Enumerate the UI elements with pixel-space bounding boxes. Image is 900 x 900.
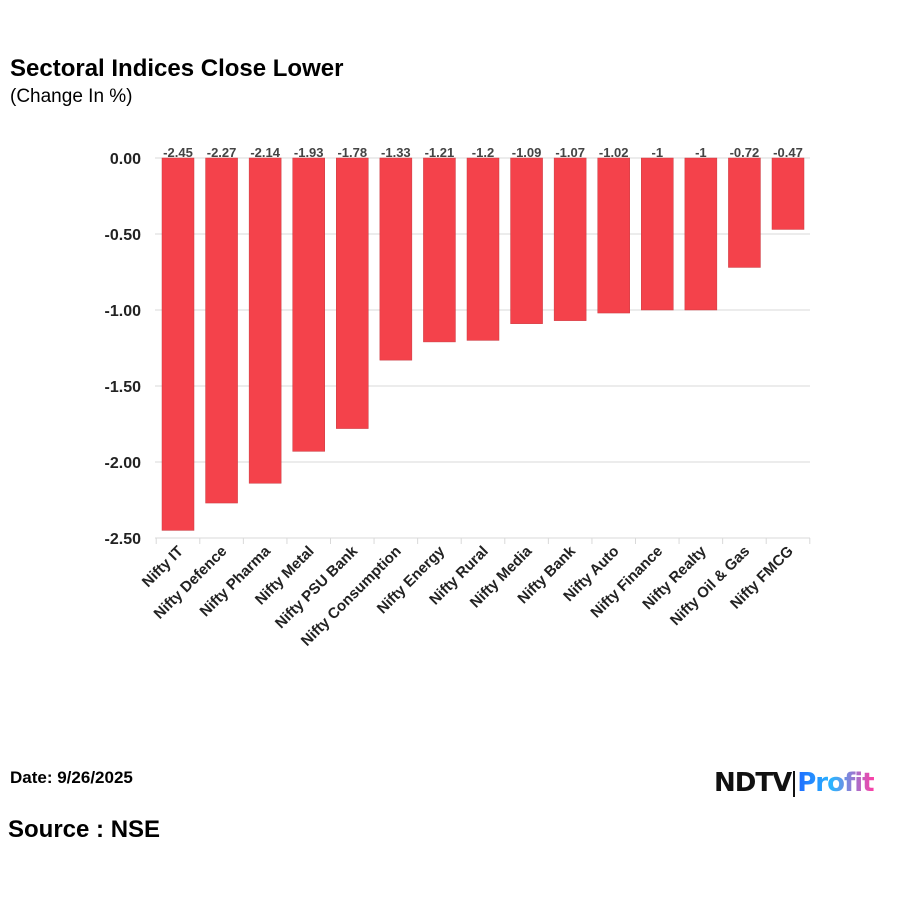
data-label: -1.09 bbox=[512, 145, 542, 160]
y-tick-label: -2.00 bbox=[105, 455, 142, 472]
bar bbox=[161, 157, 195, 531]
bar bbox=[466, 157, 500, 341]
date-label: Date: 9/26/2025 bbox=[10, 768, 133, 787]
data-label: -1.07 bbox=[555, 145, 585, 160]
bar bbox=[553, 157, 587, 321]
data-label: -0.47 bbox=[773, 145, 803, 160]
y-tick-label: 0.00 bbox=[110, 151, 141, 168]
bar-chart: 0.00-0.50-1.00-1.50-2.00-2.50-2.45Nifty … bbox=[105, 145, 811, 650]
bar bbox=[292, 157, 325, 452]
y-tick-label: -0.50 bbox=[105, 227, 142, 244]
data-label: -1.78 bbox=[337, 145, 367, 160]
source-label: Source : NSE bbox=[8, 816, 161, 843]
data-label: -2.45 bbox=[163, 145, 193, 160]
y-tick-label: -2.50 bbox=[105, 531, 142, 548]
data-label: -2.14 bbox=[250, 145, 280, 160]
data-label: -1.93 bbox=[294, 145, 324, 160]
data-label: -1.33 bbox=[381, 145, 411, 160]
chart-subtitle: (Change In %) bbox=[10, 86, 133, 107]
data-label: -2.27 bbox=[207, 145, 237, 160]
bar bbox=[684, 157, 718, 311]
bar bbox=[728, 157, 761, 268]
ndtv-profit-logo: NDTV Profit bbox=[714, 768, 875, 798]
bar bbox=[205, 157, 238, 504]
data-label: -1 bbox=[652, 145, 664, 160]
bar bbox=[336, 157, 369, 429]
data-label: -1.2 bbox=[472, 145, 494, 160]
bar bbox=[379, 157, 413, 361]
bar bbox=[510, 157, 543, 324]
bar bbox=[423, 157, 456, 343]
bar bbox=[641, 157, 674, 311]
chart-title: Sectoral Indices Close Lower bbox=[10, 55, 344, 82]
y-tick-label: -1.00 bbox=[105, 303, 142, 320]
y-tick-label: -1.50 bbox=[105, 379, 142, 396]
data-label: -1.21 bbox=[425, 145, 455, 160]
data-label: -1.02 bbox=[599, 145, 629, 160]
bar bbox=[248, 157, 282, 484]
bar bbox=[597, 157, 630, 314]
bar bbox=[771, 157, 805, 230]
data-label: -0.72 bbox=[730, 145, 760, 160]
data-label: -1 bbox=[695, 145, 707, 160]
